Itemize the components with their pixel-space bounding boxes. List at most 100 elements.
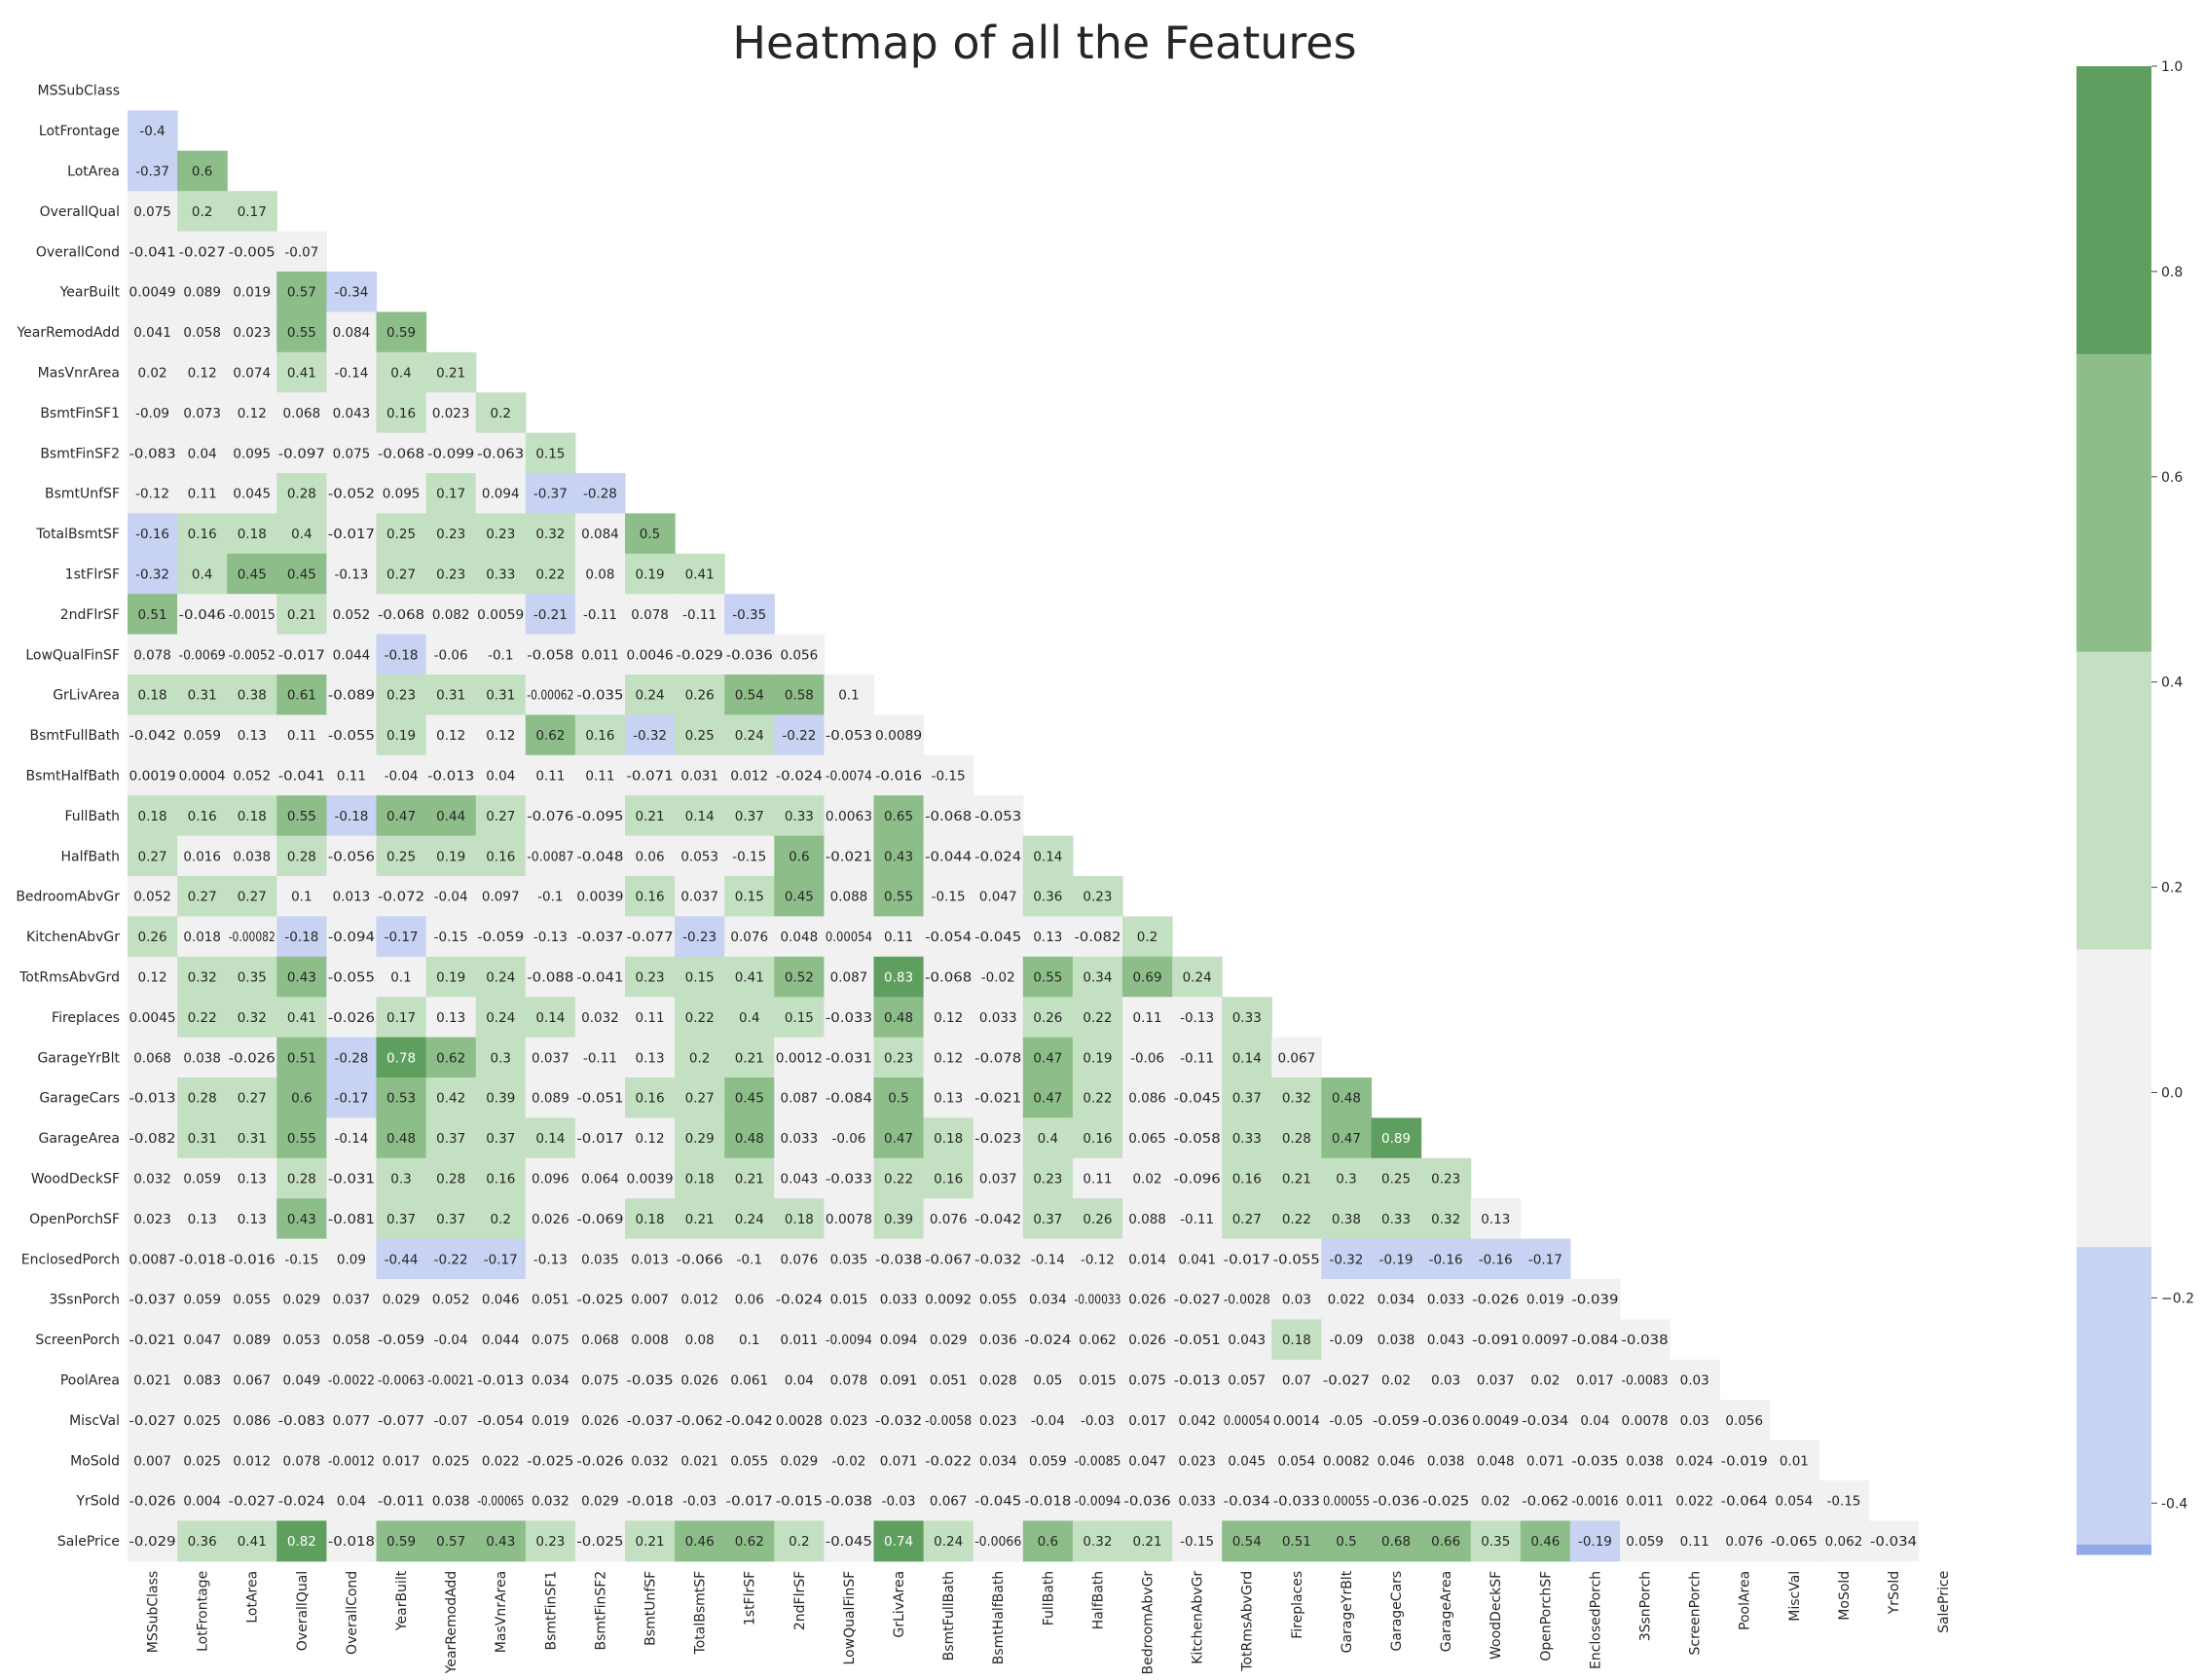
heatmap-cell bbox=[774, 876, 825, 917]
cell-value: -0.051 bbox=[576, 1091, 623, 1107]
cell-value: -0.1 bbox=[537, 890, 563, 905]
cell-value: -0.15 bbox=[1180, 1534, 1214, 1550]
heatmap-cell bbox=[475, 1520, 527, 1562]
cell-value: 0.37 bbox=[486, 1131, 515, 1147]
heatmap-cell bbox=[1420, 1359, 1472, 1401]
cell-value: -0.00033 bbox=[1074, 1293, 1120, 1308]
cell-value: 0.24 bbox=[735, 1212, 764, 1227]
heatmap-cell bbox=[376, 1520, 427, 1562]
heatmap-cell bbox=[973, 1440, 1024, 1481]
cell-value: -0.04 bbox=[434, 1333, 468, 1348]
heatmap-cell bbox=[1520, 1520, 1571, 1562]
heatmap-cell bbox=[1420, 1279, 1472, 1320]
cell-value: 0.24 bbox=[1183, 970, 1212, 986]
cell-value: 0.062 bbox=[1825, 1534, 1863, 1550]
cell-value: 0.014 bbox=[1128, 1252, 1166, 1267]
cell-value: 0.15 bbox=[685, 970, 715, 986]
heatmap-cell bbox=[625, 1117, 676, 1159]
heatmap-cell bbox=[824, 1037, 875, 1078]
cell-value: -0.11 bbox=[583, 1050, 617, 1066]
heatmap-cell bbox=[873, 1037, 925, 1078]
x-tick-label: BsmtFinSF2 bbox=[593, 1571, 608, 1651]
heatmap-cell bbox=[376, 594, 427, 636]
heatmap-cell bbox=[425, 1440, 477, 1481]
heatmap-cell bbox=[973, 1480, 1024, 1521]
heatmap-cell bbox=[873, 1077, 925, 1118]
cell-value: 0.11 bbox=[535, 769, 565, 785]
heatmap-cell bbox=[824, 1400, 875, 1442]
cell-value: 0.045 bbox=[1228, 1453, 1266, 1469]
x-tick-label: FullBath bbox=[1041, 1571, 1056, 1626]
cell-value: 0.075 bbox=[581, 1373, 619, 1389]
heatmap-cell bbox=[774, 1400, 825, 1442]
y-tick-label: YearRemodAdd bbox=[16, 325, 120, 341]
heatmap-cell bbox=[177, 1440, 228, 1481]
heatmap-cell bbox=[525, 634, 576, 676]
x-tick-label: Fireplaces bbox=[1290, 1571, 1305, 1639]
heatmap-cell bbox=[774, 916, 825, 958]
cell-value: -0.02 bbox=[981, 970, 1015, 986]
heatmap-cell bbox=[1022, 1480, 1074, 1521]
colorbar-tick-label: 0.2 bbox=[2161, 881, 2183, 896]
cell-value: 0.089 bbox=[532, 1091, 569, 1107]
cell-value: 0.042 bbox=[1178, 1413, 1216, 1429]
cell-value: 0.044 bbox=[482, 1333, 520, 1348]
heatmap-cell bbox=[177, 311, 228, 353]
cell-value: 0.089 bbox=[233, 1333, 271, 1348]
heatmap-cell bbox=[675, 795, 725, 837]
heatmap-cell bbox=[326, 1400, 378, 1442]
heatmap-cell bbox=[1470, 1480, 1522, 1521]
cell-value: 0.017 bbox=[1576, 1373, 1614, 1389]
heatmap-cell bbox=[128, 432, 178, 474]
cell-value: 0.00054 bbox=[1224, 1413, 1270, 1429]
heatmap-cell bbox=[326, 351, 378, 393]
cell-value: 0.076 bbox=[730, 930, 768, 945]
heatmap-cell bbox=[675, 876, 725, 917]
cell-value: -0.11 bbox=[682, 607, 716, 623]
cell-value: 0.054 bbox=[1278, 1453, 1316, 1469]
cell-value: 0.6 bbox=[789, 849, 809, 864]
cell-value: 0.2 bbox=[689, 1050, 710, 1066]
cell-value: -0.15 bbox=[284, 1252, 318, 1267]
cell-value: 0.075 bbox=[1128, 1373, 1166, 1389]
heatmap-cell bbox=[1222, 1400, 1272, 1442]
cell-value: 0.04 bbox=[1580, 1413, 1609, 1429]
heatmap-cell bbox=[1520, 1359, 1571, 1401]
y-tick-label: GarageArea bbox=[39, 1131, 120, 1147]
cell-value: 0.13 bbox=[238, 728, 267, 744]
heatmap-cell bbox=[326, 876, 378, 917]
heatmap-cell bbox=[1818, 1520, 1870, 1562]
cell-value: 0.23 bbox=[884, 1050, 913, 1066]
heatmap-cell bbox=[128, 191, 178, 233]
heatmap-cell bbox=[475, 675, 527, 715]
cell-value: 0.33 bbox=[486, 567, 515, 583]
cell-value: 0.32 bbox=[1083, 1534, 1112, 1550]
heatmap-cell bbox=[774, 1520, 825, 1562]
cell-value: 0.032 bbox=[631, 1453, 669, 1469]
heatmap-cell bbox=[1172, 1117, 1223, 1159]
cell-value: 0.1 bbox=[291, 890, 312, 905]
heatmap-cell bbox=[276, 1117, 327, 1159]
heatmap-cell bbox=[1670, 1480, 1720, 1521]
heatmap-cell bbox=[475, 1400, 527, 1442]
cell-value: 0.052 bbox=[432, 1293, 470, 1308]
heatmap-cell bbox=[1022, 876, 1074, 917]
heatmap-cell bbox=[376, 553, 427, 595]
heatmap-cell bbox=[177, 1198, 228, 1240]
cell-value: 0.0089 bbox=[875, 728, 922, 744]
heatmap-cell bbox=[1371, 1319, 1422, 1361]
heatmap-cell bbox=[1172, 1400, 1223, 1442]
heatmap-cell bbox=[525, 553, 576, 595]
cell-value: 0.31 bbox=[436, 688, 465, 704]
heatmap-cell bbox=[1222, 1319, 1272, 1361]
cell-value: 0.025 bbox=[183, 1413, 221, 1429]
heatmap-cell bbox=[276, 835, 327, 877]
heatmap-cell bbox=[973, 1198, 1024, 1240]
heatmap-cell bbox=[227, 795, 277, 837]
cell-value: 0.37 bbox=[1033, 1212, 1062, 1227]
cell-value: -0.034 bbox=[1870, 1534, 1917, 1550]
heatmap-cell bbox=[724, 1117, 775, 1159]
heatmap-cell bbox=[923, 997, 974, 1039]
heatmap-cell bbox=[574, 997, 626, 1039]
cell-value: 0.16 bbox=[1232, 1172, 1262, 1187]
